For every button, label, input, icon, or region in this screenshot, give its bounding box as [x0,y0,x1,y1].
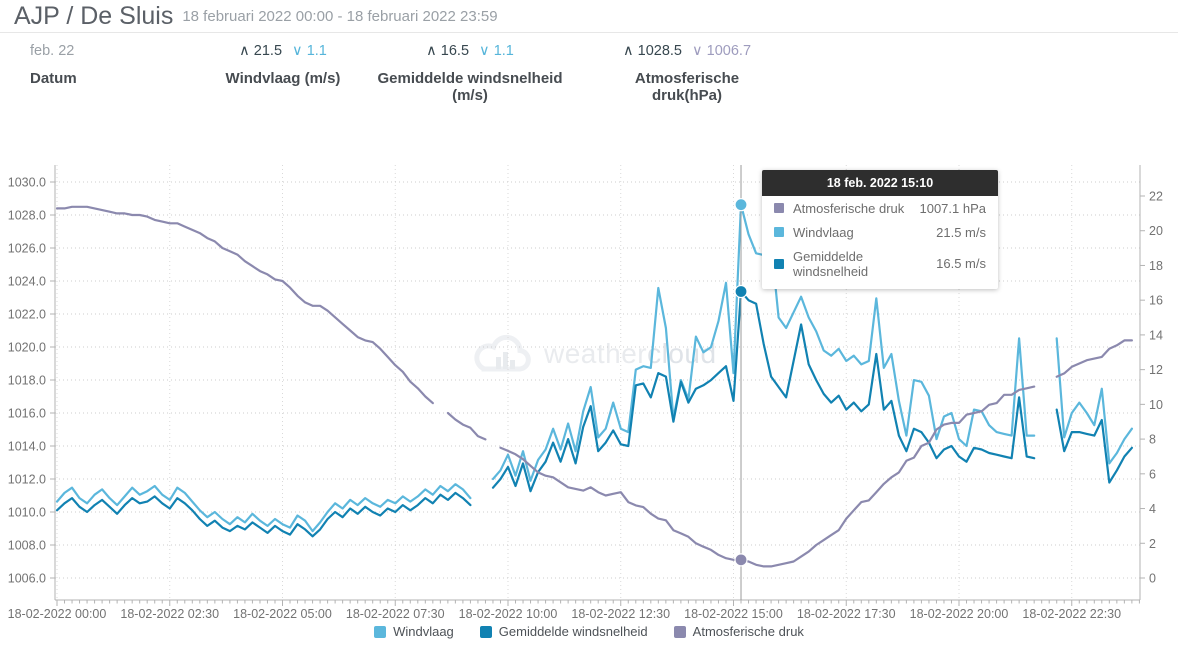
chart-tooltip: 18 feb. 2022 15:10 Atmosferische druk 10… [762,170,998,289]
chart-legend: Windvlaag Gemiddelde windsnelheid Atmosf… [0,624,1178,639]
gust-swatch-icon [774,227,784,237]
pressure-swatch-icon [774,203,784,213]
left-axis-label: 1014.0 [8,440,46,454]
right-axis-label: 20 [1149,224,1163,238]
pressure-swatch-icon [673,625,686,638]
right-axis-label: 6 [1149,467,1156,481]
x-axis-label: 18-02-2022 05:00 [233,607,332,621]
x-axis-label: 18-02-2022 17:30 [797,607,896,621]
avg-swatch-icon [479,625,492,638]
x-axis-label: 18-02-2022 02:30 [120,607,219,621]
date-range: 18 februari 2022 00:00 - 18 februari 202… [182,8,498,25]
legend-item-windvlaag[interactable]: Windvlaag [374,624,454,639]
right-axis-label: 14 [1149,328,1163,342]
right-axis-label: 4 [1149,502,1156,516]
x-axis-label: 18-02-2022 12:30 [571,607,670,621]
stat-druk: ∧ 1028.5 ∨ 1006.7 Atmosferische druk(hPa) [601,43,773,104]
tooltip-row-avg: Gemiddelde windsnelheid 16.5 m/s [762,244,998,289]
series-1-line [55,290,1133,538]
right-axis-label: 12 [1149,363,1163,377]
right-axis-label: 8 [1149,433,1156,447]
series-2-line [55,205,1133,568]
stat-windvlaag: ∧ 21.5 ∨ 1.1 Windvlaag (m/s) [198,43,368,87]
header: AJP / De Sluis 18 februari 2022 00:00 - 1… [0,0,1178,33]
left-axis-label: 1026.0 [8,242,46,256]
stat-avg-max: 16.5 [440,43,470,59]
stat-gust-max: 21.5 [253,43,283,59]
left-axis-label: 1022.0 [8,308,46,322]
max-arrow-icon: ∧ [426,43,437,59]
stat-gust-label: Windvlaag (m/s) [225,70,341,87]
stat-pressure-min: 1006.7 [706,43,752,59]
right-axis-label: 2 [1149,537,1156,551]
gust-swatch-icon [374,625,387,638]
right-axis-label: 0 [1149,572,1156,586]
tooltip-row-gust: Windvlaag 21.5 m/s [762,220,998,244]
left-axis-label: 1018.0 [8,374,46,388]
page-title: AJP / De Sluis [14,2,174,30]
max-arrow-icon: ∧ [622,43,634,59]
legend-item-gemiddelde[interactable]: Gemiddelde windsnelheid [479,624,648,639]
stat-pressure-label: Atmosferische druk(hPa) [634,70,740,104]
x-axis-label: 18-02-2022 07:30 [346,607,445,621]
x-axis-label: 18-02-2022 15:00 [684,607,783,621]
left-axis-label: 1024.0 [8,275,46,289]
right-axis-label: 22 [1149,190,1163,204]
left-axis-label: 1030.0 [8,176,46,190]
max-arrow-icon: ∧ [239,43,250,59]
stat-date: feb. 22 Datum [30,43,77,87]
hover-marker [734,553,748,567]
stat-gemiddelde: ∧ 16.5 ∨ 1.1 Gemiddelde windsnelheid (m/s… [362,43,578,104]
stat-pressure-max: 1028.5 [637,43,682,59]
left-axis-label: 1028.0 [8,209,46,223]
legend-item-druk[interactable]: Atmosferische druk [673,624,804,639]
left-axis-label: 1020.0 [8,341,46,355]
left-axis-label: 1012.0 [8,473,46,487]
hover-marker [734,198,748,212]
avg-swatch-icon [774,258,784,269]
min-arrow-icon: ∨ [292,43,303,59]
x-axis-label: 18-02-2022 22:30 [1022,607,1121,621]
right-axis-label: 16 [1149,294,1163,308]
right-axis-label: 18 [1149,259,1163,273]
stats-row: feb. 22 Datum ∧ 21.5 ∨ 1.1 Windvlaag (m/s… [0,34,1178,104]
left-axis-label: 1008.0 [8,539,46,553]
left-axis-label: 1006.0 [8,572,46,586]
stat-date-label: Datum [30,70,77,87]
watermark-text-weather: weather [544,338,648,369]
x-axis-label: 18-02-2022 00:00 [8,607,107,621]
stat-gust-min: 1.1 [306,43,327,59]
left-axis-label: 1010.0 [8,506,46,520]
x-axis-label: 18-02-2022 10:00 [459,607,558,621]
watermark-text-cloud: cloud [647,338,717,369]
tooltip-row-pressure: Atmosferische druk 1007.1 hPa [762,196,998,220]
stat-avg-min: 1.1 [493,43,514,59]
min-arrow-icon: ∨ [479,43,490,59]
stat-avg-label: Gemiddelde windsnelheid (m/s) [377,70,563,104]
min-arrow-icon: ∨ [692,43,703,59]
left-axis-label: 1016.0 [8,407,46,421]
x-axis-label: 18-02-2022 20:00 [910,607,1009,621]
hover-marker [734,284,748,299]
tooltip-title: 18 feb. 2022 15:10 [762,170,998,196]
right-axis-label: 10 [1149,398,1163,412]
stat-date-value: feb. 22 [30,43,75,59]
